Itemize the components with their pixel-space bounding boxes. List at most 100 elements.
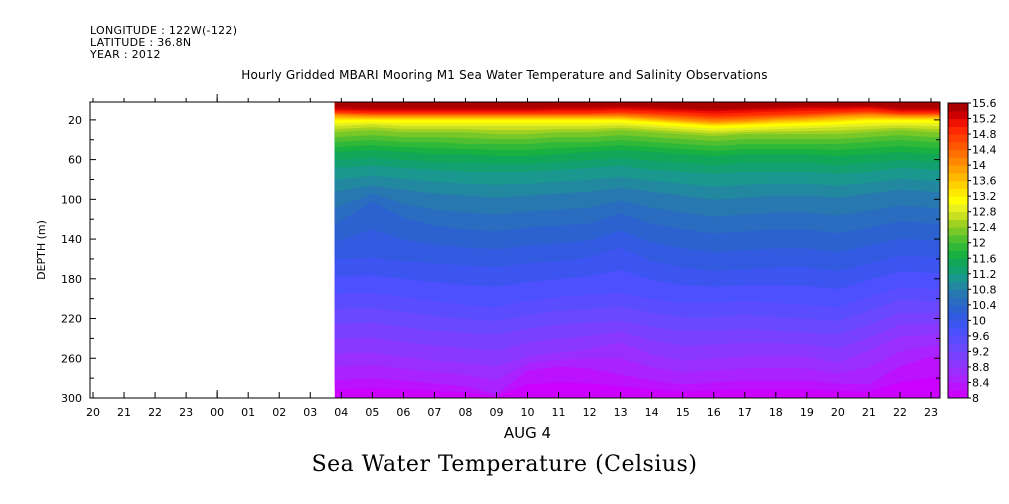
colorbar-frame bbox=[947, 102, 969, 399]
colorbar-swatch bbox=[948, 343, 968, 352]
colorbar-label: 13.2 bbox=[972, 190, 997, 203]
plot-area bbox=[334, 102, 940, 398]
x-axis-label: AUG 4 bbox=[504, 424, 551, 442]
colorbar-swatch bbox=[948, 165, 968, 174]
colorbar-swatch bbox=[948, 172, 968, 182]
year-label: YEAR : 2012 bbox=[90, 48, 161, 61]
colorbar-label: 9.2 bbox=[972, 345, 990, 358]
colorbar-swatch bbox=[948, 258, 968, 267]
x-tick-label: 09 bbox=[489, 406, 503, 419]
x-tick-label: 23 bbox=[924, 406, 938, 419]
y-tick-label: 220 bbox=[61, 313, 82, 326]
colorbar-swatch bbox=[948, 157, 968, 166]
colorbar-label: 14.4 bbox=[972, 144, 997, 157]
variable-title: Sea Water Temperature (Celsius) bbox=[311, 452, 698, 477]
y-tick-label: 300 bbox=[61, 392, 82, 405]
x-tick-label: 15 bbox=[676, 406, 690, 419]
y-axis-label: DEPTH (m) bbox=[35, 220, 48, 280]
colorbar-label: 15.6 bbox=[972, 97, 997, 110]
colorbar-swatch bbox=[948, 188, 968, 197]
x-tick-label: 20 bbox=[86, 406, 100, 419]
colorbar-label: 12.8 bbox=[972, 206, 997, 219]
x-tick-label: 08 bbox=[458, 406, 472, 419]
x-tick-label: 22 bbox=[148, 406, 162, 419]
colorbar: 8 8.4 8.8 9.2 9.6 10 10.4 10.8 11.2 11.6 12 12.4 12.… bbox=[947, 97, 997, 405]
colorbar-swatch bbox=[948, 382, 968, 391]
colorbar-swatch bbox=[948, 297, 968, 306]
colorbar-swatch bbox=[948, 219, 968, 228]
colorbar-swatch bbox=[948, 141, 968, 151]
temperature-band bbox=[335, 102, 940, 107]
colorbar-label: 12 bbox=[972, 237, 986, 250]
colorbar-label: 8.8 bbox=[972, 361, 990, 374]
colorbar-label: 10 bbox=[972, 314, 986, 327]
x-tick-label: 06 bbox=[396, 406, 410, 419]
colorbar-swatch bbox=[948, 281, 968, 290]
x-tick-label: 02 bbox=[272, 406, 286, 419]
colorbar-swatch bbox=[948, 118, 968, 127]
colorbar-label: 10.8 bbox=[972, 283, 997, 296]
colorbar-swatch bbox=[948, 335, 968, 345]
x-tick-label: 00 bbox=[210, 406, 224, 419]
colorbar-label: 11.6 bbox=[972, 252, 997, 265]
x-tick-label: 18 bbox=[769, 406, 783, 419]
latitude-label: LATITUDE : 36.8N bbox=[90, 36, 192, 49]
colorbar-label: 15.2 bbox=[972, 113, 997, 126]
x-tick-label: 05 bbox=[365, 406, 379, 419]
x-tick-label: 10 bbox=[521, 406, 535, 419]
colorbar-swatch bbox=[948, 366, 968, 376]
x-tick-label: 11 bbox=[552, 406, 566, 419]
colorbar-swatch bbox=[948, 227, 968, 236]
y-tick-label: 100 bbox=[61, 193, 82, 206]
x-tick-label: 03 bbox=[303, 406, 317, 419]
x-tick-label: 12 bbox=[583, 406, 597, 419]
colorbar-swatch bbox=[948, 149, 968, 158]
x-tick-label: 16 bbox=[707, 406, 721, 419]
colorbar-label: 11.2 bbox=[972, 268, 997, 281]
colorbar-swatch bbox=[948, 320, 968, 329]
colorbar-swatch bbox=[948, 312, 968, 321]
x-tick-label: 21 bbox=[862, 406, 876, 419]
colorbar-swatch bbox=[948, 196, 968, 205]
y-tick-label: 60 bbox=[68, 154, 82, 167]
longitude-label: LONGITUDE : 122W(-122) bbox=[90, 24, 238, 37]
colorbar-swatch bbox=[948, 180, 968, 189]
y-tick-label: 180 bbox=[61, 273, 82, 286]
colorbar-swatch bbox=[948, 304, 968, 314]
colorbar-swatch bbox=[948, 359, 968, 368]
colorbar-swatch bbox=[948, 351, 968, 360]
x-tick-label: 01 bbox=[241, 406, 255, 419]
colorbar-swatch bbox=[948, 234, 968, 244]
contour-fill bbox=[334, 102, 940, 398]
chart-title: Hourly Gridded MBARI Mooring M1 Sea Wate… bbox=[241, 68, 768, 82]
x-tick-label: 07 bbox=[427, 406, 441, 419]
colorbar-label: 9.6 bbox=[972, 330, 990, 343]
colorbar-label: 12.4 bbox=[972, 221, 997, 234]
x-tick-label: 17 bbox=[738, 406, 752, 419]
x-tick-label: 13 bbox=[614, 406, 628, 419]
colorbar-swatch bbox=[948, 242, 968, 251]
x-tick-label: 19 bbox=[800, 406, 814, 419]
x-tick-label: 22 bbox=[893, 406, 907, 419]
colorbar-label: 8 bbox=[972, 392, 979, 405]
colorbar-swatch bbox=[948, 134, 968, 143]
x-tick-label: 04 bbox=[334, 406, 348, 419]
y-tick-label: 260 bbox=[61, 352, 82, 365]
colorbar-swatch bbox=[948, 110, 968, 120]
colorbar-swatch bbox=[948, 126, 968, 135]
y-tick-label: 20 bbox=[68, 114, 82, 127]
colorbar-swatch bbox=[948, 103, 968, 112]
colorbar-label: 14.8 bbox=[972, 128, 997, 141]
x-tick-label: 20 bbox=[831, 406, 845, 419]
colorbar-swatch bbox=[948, 273, 968, 283]
colorbar-swatch bbox=[948, 266, 968, 275]
y-tick-label: 140 bbox=[61, 233, 82, 246]
colorbar-swatch bbox=[948, 250, 968, 259]
colorbar-swatch bbox=[948, 211, 968, 220]
colorbar-label: 13.6 bbox=[972, 175, 997, 188]
colorbar-swatch bbox=[948, 374, 968, 383]
colorbar-label: 14 bbox=[972, 159, 986, 172]
colorbar-swatch bbox=[948, 328, 968, 337]
